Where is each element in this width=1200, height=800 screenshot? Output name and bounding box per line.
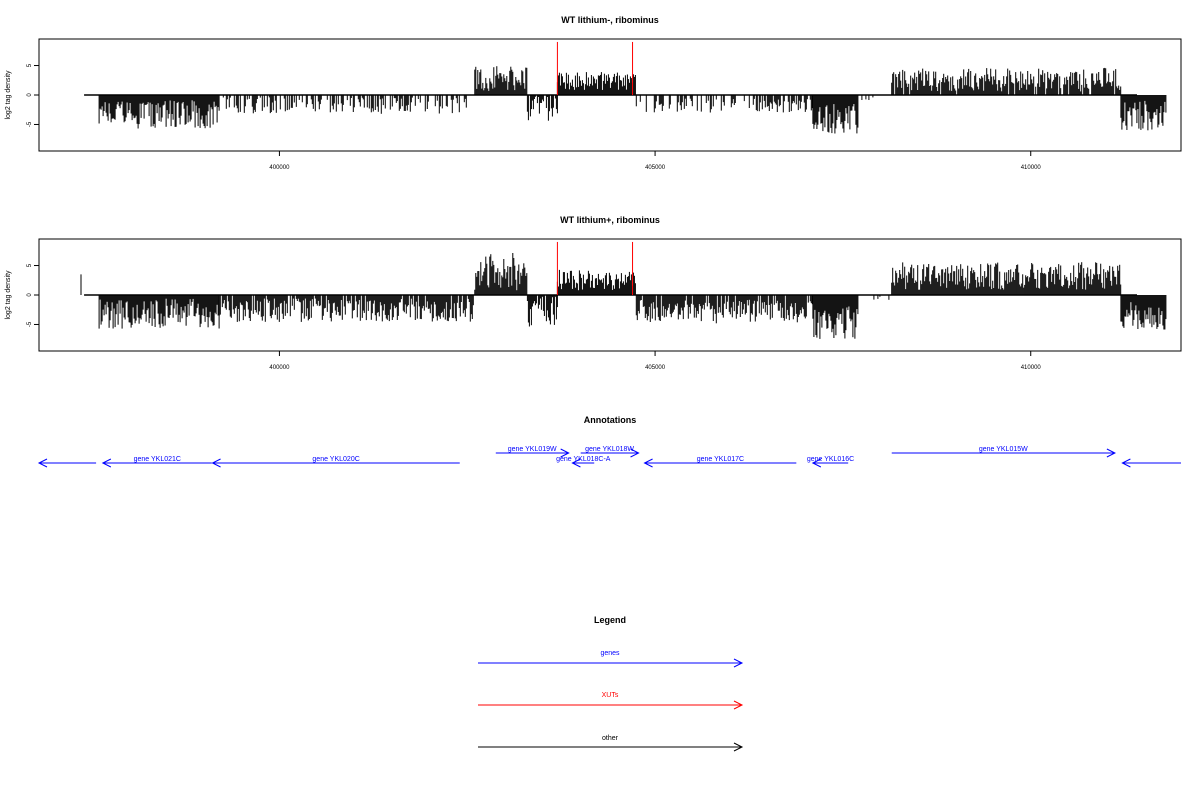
gene-label: gene YKL015W <box>979 446 1028 453</box>
gene-annotation: gene YKL020C <box>211 456 460 468</box>
bar-series <box>80 241 1167 339</box>
arrow-head-icon <box>811 458 822 468</box>
arrow-head-icon <box>630 448 640 458</box>
gene-annotation: gene YKL021C <box>101 456 212 468</box>
gene-label: gene YKL018W <box>585 446 634 453</box>
y-tick-label: 0 <box>27 293 33 297</box>
y-axis-label: log2 tag density <box>5 270 12 320</box>
arrow-head-icon <box>560 448 570 458</box>
arrow-head-icon <box>101 458 112 468</box>
arrow-head-icon <box>733 742 744 752</box>
y-tick-label: 5 <box>27 263 33 267</box>
y-tick-label: 0 <box>27 93 33 97</box>
gene-annotation <box>1121 458 1181 468</box>
gene-label: gene YKL016C <box>807 456 854 463</box>
gene-annotation <box>37 458 97 468</box>
y-tick-label: 5 <box>27 63 33 67</box>
arrow-head-icon <box>1106 448 1116 458</box>
arrow-head-icon <box>211 458 221 468</box>
arrow-head-icon <box>37 458 48 468</box>
gene-label: gene YKL019W <box>508 446 557 453</box>
x-tick-label: 400000 <box>269 165 290 171</box>
arrow-head-icon <box>1121 458 1131 468</box>
arrow-head-icon <box>733 658 744 668</box>
gene-label: gene YKL021C <box>134 456 181 463</box>
x-tick-label: 405000 <box>645 165 666 171</box>
bar-series <box>84 41 1167 134</box>
legend: Legend genes XUTs other <box>478 615 744 752</box>
gene-label: gene YKL020C <box>312 456 359 463</box>
y-tick-label: -5 <box>27 321 33 327</box>
gene-annotation: gene YKL018W <box>580 446 640 458</box>
x-tick-label: 410000 <box>1021 365 1042 371</box>
arrow-head-icon <box>571 458 581 468</box>
axes: log2 tag density 400000 405000 410000 -5 0 5 <box>5 263 1041 371</box>
arrow-head-icon <box>733 700 744 710</box>
y-axis-label: log2 tag density <box>5 70 12 120</box>
annotations-title: Annotations <box>584 415 637 425</box>
x-tick-label: 400000 <box>269 365 290 371</box>
legend-item-xuts: XUTs <box>478 692 744 710</box>
x-tick-label: 405000 <box>645 365 666 371</box>
panel-title: WT lithium-, ribominus <box>561 15 659 25</box>
legend-label: XUTs <box>602 692 619 699</box>
legend-item-genes: genes <box>478 650 744 668</box>
axes: log2 tag density 400000 405000 410000 -5 0 5 <box>5 63 1041 171</box>
gene-annotation: gene YKL019W <box>495 446 570 458</box>
legend-label: other <box>602 735 619 742</box>
gene-arrows: gene YKL021C gene YKL020C gene YKL019W gene… <box>37 446 1181 468</box>
gene-label: gene YKL018C-A <box>556 456 611 463</box>
panel-lithium-plus: WT lithium+, ribominus log2 tag density … <box>5 215 1182 371</box>
legend-title: Legend <box>594 615 626 625</box>
gene-annotation: gene YKL015W <box>891 446 1116 458</box>
gene-label: gene YKL017C <box>697 456 744 463</box>
gene-annotation: gene YKL018C-A <box>556 456 611 468</box>
legend-item-other: other <box>478 735 744 752</box>
gene-annotation: gene YKL017C <box>643 456 797 468</box>
panel-title: WT lithium+, ribominus <box>560 215 660 225</box>
x-tick-label: 410000 <box>1021 165 1042 171</box>
annotations-track: Annotations gene YKL021C gene YKL020Cgene… <box>37 415 1181 468</box>
y-tick-label: -5 <box>27 121 33 127</box>
panel-lithium-minus: WT lithium-, ribominus log2 tag density … <box>5 15 1182 171</box>
gene-annotation: gene YKL016C <box>807 456 854 468</box>
arrow-head-icon <box>643 458 653 468</box>
legend-label: genes <box>600 650 620 657</box>
